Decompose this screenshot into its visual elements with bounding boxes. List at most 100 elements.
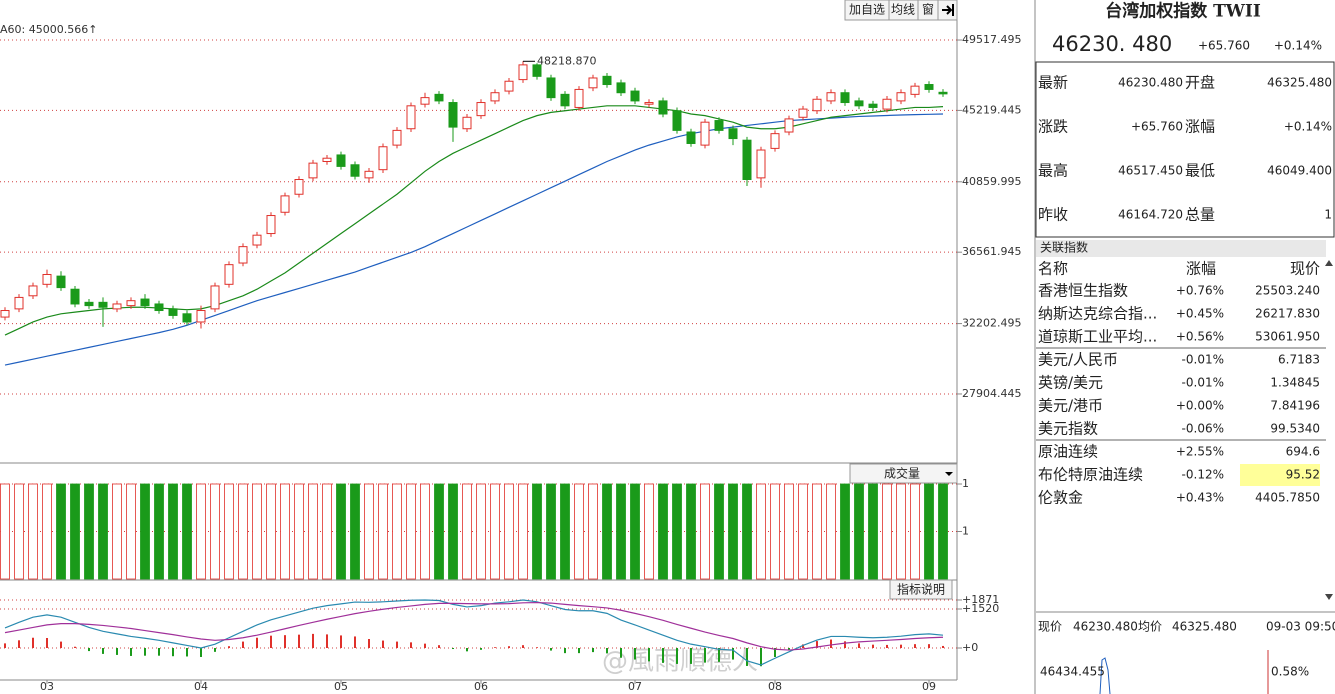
volume-bar <box>700 483 710 580</box>
y-tick-label: 27904.445 <box>962 387 1022 400</box>
quote-label: 总量 <box>1185 206 1215 224</box>
volume-bar <box>308 483 318 580</box>
minute-info: 现价 <box>1038 620 1062 634</box>
related-name[interactable]: 纳斯达克综合指... <box>1038 305 1157 323</box>
candle-body <box>84 301 94 307</box>
candle-body <box>812 98 822 112</box>
candle-body <box>476 102 486 117</box>
volume-bar <box>812 483 822 580</box>
volume-bar <box>644 483 654 580</box>
volume-bar <box>630 483 640 580</box>
volume-bar <box>784 483 794 580</box>
candle-body <box>616 82 626 94</box>
related-name[interactable]: 美元指数 <box>1038 420 1098 438</box>
volume-bar <box>84 483 94 580</box>
volume-bar <box>182 483 192 580</box>
indicator-button[interactable] <box>889 579 953 600</box>
volume-bar <box>840 483 850 580</box>
volume-bar <box>490 483 500 580</box>
volume-bar <box>42 483 52 580</box>
candle-body <box>140 298 150 307</box>
candle-body <box>462 116 472 130</box>
quote-value: +65.760 <box>1131 120 1183 134</box>
candle-body <box>70 288 80 305</box>
volume-bar <box>280 483 290 580</box>
related-change: -0.01% <box>1182 376 1224 390</box>
volume-bar <box>210 483 220 580</box>
related-name[interactable]: 道琼斯工业平均... <box>1038 328 1157 346</box>
minute-info: 46325.480 <box>1172 620 1237 634</box>
candle-body <box>560 93 570 107</box>
quote-value: 46325.480 <box>1267 76 1332 90</box>
candle-body <box>364 170 374 179</box>
volume-bar <box>826 483 836 580</box>
quote-label: 最新 <box>1038 74 1068 92</box>
candle-body <box>728 128 738 140</box>
candle-body <box>672 110 682 131</box>
related-change: +0.43% <box>1176 491 1224 505</box>
minute-top: 46434.455 <box>1040 665 1105 679</box>
volume-bar <box>938 483 948 580</box>
related-change: -0.01% <box>1182 353 1224 367</box>
candle-body <box>504 80 514 92</box>
volume-bar <box>0 483 10 580</box>
toolbar-button[interactable]: 加自选 <box>849 3 885 17</box>
related-name[interactable]: 英镑/美元 <box>1038 374 1103 392</box>
toolbar-button[interactable]: 窗 <box>922 3 934 17</box>
candle-body <box>252 234 262 246</box>
volume-bar <box>588 483 598 580</box>
quote-label: 涨跌 <box>1038 118 1068 136</box>
volume-bar <box>896 483 906 580</box>
related-change: -0.12% <box>1182 468 1224 482</box>
x-tick-label: 07 <box>628 680 642 693</box>
related-price: 6.7183 <box>1278 353 1320 367</box>
candle-body <box>224 264 234 285</box>
volume-dropdown[interactable] <box>849 463 958 484</box>
volume-bar <box>742 483 752 580</box>
candle-body <box>574 88 584 108</box>
volume-title[interactable]: 成交量 <box>884 466 920 481</box>
candle-body <box>350 164 360 177</box>
quote-value: 46230.480 <box>1118 76 1183 90</box>
y-tick-label: 1 <box>962 525 969 538</box>
max-annotation: 48218.870 <box>537 54 597 67</box>
related-name[interactable]: 伦敦金 <box>1038 489 1083 507</box>
related-header: 名称 <box>1038 260 1068 278</box>
candle-body <box>546 77 556 99</box>
related-name[interactable]: 布伦特原油连续 <box>1038 466 1143 484</box>
candle-body <box>0 310 10 318</box>
volume-bar <box>756 483 766 580</box>
volume-bar <box>98 483 108 580</box>
candle-body <box>798 108 808 118</box>
candle-body <box>896 92 906 102</box>
related-price: 25503.240 <box>1255 284 1320 298</box>
candle-body <box>518 64 528 81</box>
volume-bar <box>70 483 80 580</box>
dif-line <box>4 599 944 666</box>
related-name[interactable]: 美元/港币 <box>1038 397 1103 415</box>
volume-bar <box>532 483 542 580</box>
related-name[interactable]: 美元/人民币 <box>1038 351 1118 369</box>
volume-bar <box>868 483 878 580</box>
volume-bar <box>14 483 24 580</box>
related-name[interactable]: 原油连续 <box>1038 443 1098 461</box>
toolbar-button[interactable]: 均线 <box>891 3 915 17</box>
indicator-button-label[interactable]: 指标说明 <box>897 582 945 597</box>
related-name[interactable]: 香港恒生指数 <box>1038 282 1128 300</box>
volume-bar <box>336 483 346 580</box>
quote-label: 最高 <box>1038 162 1068 180</box>
candle-body <box>238 246 248 264</box>
candle-body <box>700 121 710 146</box>
exit-icon[interactable] <box>942 4 954 16</box>
x-tick-label: 04 <box>194 680 208 693</box>
volume-bar <box>714 483 724 580</box>
volume-bar <box>574 483 584 580</box>
quote-box <box>1035 61 1335 238</box>
y-tick-label: 45219.445 <box>962 103 1022 116</box>
volume-bar <box>406 483 416 580</box>
volume-bar <box>392 483 402 580</box>
candle-body <box>826 92 836 102</box>
volume-bar <box>294 483 304 580</box>
quote-value: +0.14% <box>1284 120 1332 134</box>
